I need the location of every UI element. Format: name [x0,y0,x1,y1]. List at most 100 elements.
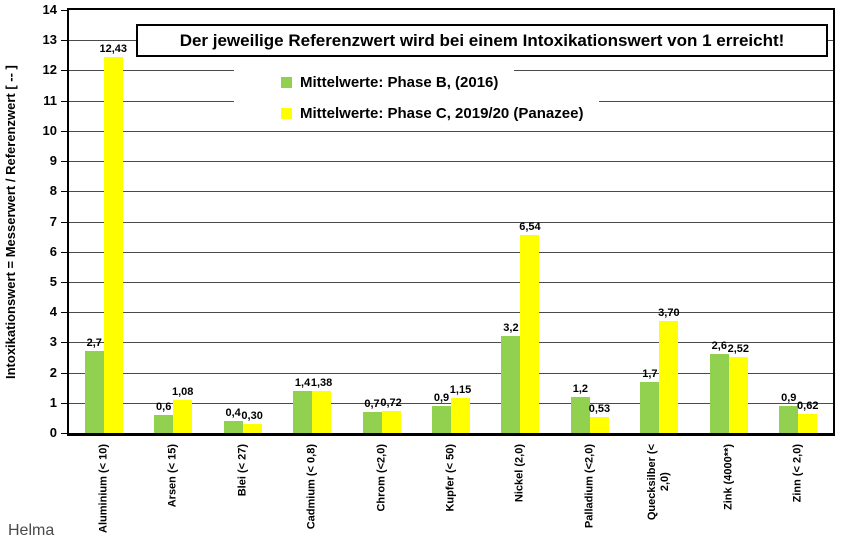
legend: Mittelwerte: Phase B, (2016) Mittelwerte… [234,69,600,131]
bar-label-yellow-2: 0,30 [241,409,263,422]
bar-label-yellow-6: 6,54 [519,221,541,234]
bar-green-1 [154,414,174,433]
bar-label-green-4: 0,7 [364,397,380,410]
x-axis-label-4: Chrom (<2,0) [375,444,388,512]
bar-green-9 [709,354,729,433]
x-axis-label-6: Nickel (2,0) [513,444,526,503]
bar-label-yellow-8: 3,70 [658,307,680,320]
y-tick-10 [61,130,67,132]
y-tick-label-5: 5 [49,273,57,289]
bar-label-green-3: 1,4 [294,376,311,389]
x-axis-label-1: Arsen (< 15) [166,444,179,508]
bar-label-yellow-1: 1,08 [171,386,194,399]
bar-yellow-1 [173,400,193,433]
legend-swatch-green-icon [281,77,292,88]
bar-green-2 [223,420,243,433]
bar-label-green-2: 0,4 [225,406,241,419]
bar-label-yellow-5: 1,15 [449,384,472,397]
x-axis-label-9: Zink (4000**) [722,444,735,511]
x-axis-label-5: Kupfer (< 50) [444,444,457,512]
gridline-y10 [69,130,833,132]
y-tick-label-4: 4 [49,304,57,320]
y-tick-label-12: 12 [42,62,57,78]
bar-green-10 [779,405,799,433]
legend-label-phase-b: Mittelwerte: Phase B, (2016) [300,74,499,91]
bar-green-5 [432,405,451,433]
bar-green-3 [293,390,313,433]
y-tick-12 [61,70,67,72]
bar-label-yellow-9: 2,52 [727,342,750,355]
bar-label-yellow-3: 1,38 [310,377,333,390]
gridline-y3 [69,342,833,344]
y-tick-0 [61,433,67,434]
x-axis-label-2: Blei (< 27) [236,444,249,497]
bar-green-0 [84,351,104,433]
legend-item-phase-c: Mittelwerte: Phase C, 2019/20 (Panazee) [234,100,600,127]
y-tick-13 [61,40,67,42]
bar-label-green-6: 3,2 [503,322,519,335]
y-tick-label-3: 3 [49,334,57,350]
y-tick-label-14: 14 [42,2,57,17]
bar-yellow-2 [242,423,262,433]
bar-yellow-9 [728,356,748,433]
bar-green-8 [640,381,660,433]
gridline-y9 [69,161,833,163]
y-tick-label-2: 2 [49,364,57,380]
credit-helma: Helma [8,522,55,539]
bar-label-green-7: 1,2 [572,382,589,395]
bar-label-green-8: 1,7 [642,367,658,380]
bar-yellow-10 [798,414,818,433]
legend-label-phase-c: Mittelwerte: Phase C, 2019/20 (Panazee) [300,105,584,122]
bar-green-7 [570,396,590,433]
bar-yellow-7 [589,417,609,433]
y-tick-11 [61,100,67,102]
y-tick-label-11: 11 [43,92,57,108]
bar-label-yellow-4: 0,72 [380,397,402,410]
y-tick-6 [61,251,67,253]
x-axis-label-10: Zinn (< 2,0) [791,444,804,503]
gridline-y7 [69,221,833,223]
y-tick-label-1: 1 [49,394,57,410]
bar-yellow-0 [103,57,123,433]
bar-label-green-5: 0,9 [433,391,450,404]
bar-label-yellow-0: 12,43 [99,43,127,56]
chart-title: Der jeweilige Referenzwert wird bei eine… [179,30,785,50]
gridline-y5 [69,281,833,283]
x-axis-label-0: Aluminium (< 10) [97,444,110,533]
y-tick-8 [61,191,67,193]
y-tick-2 [61,372,67,374]
y-tick-label-13: 13 [42,32,57,48]
bar-yellow-4 [381,411,401,433]
y-tick-14 [61,10,67,11]
bar-green-4 [362,411,382,433]
y-tick-label-8: 8 [49,183,57,199]
chart-title-box: Der jeweilige Referenzwert wird bei eine… [136,24,828,57]
y-tick-label-9: 9 [49,153,57,169]
y-tick-9 [61,161,67,163]
y-tick-label-6: 6 [49,243,57,259]
x-axis-label-7: Palladium (<2,0) [583,444,596,529]
bar-green-6 [501,336,521,433]
legend-item-phase-b: Mittelwerte: Phase B, (2016) [234,69,515,96]
bar-label-green-1: 0,6 [156,400,172,413]
x-axis-label-3: Cadmium (< 0,8) [305,444,318,530]
gridline-y8 [69,191,833,193]
bar-label-green-9: 2,6 [711,340,727,353]
y-tick-label-0: 0 [49,425,57,440]
y-tick-4 [61,312,67,314]
y-tick-7 [61,221,67,223]
bar-yellow-3 [312,391,332,433]
gridline-y6 [69,251,833,253]
bar-yellow-8 [659,321,679,433]
y-tick-1 [61,402,67,404]
bar-yellow-6 [520,235,540,433]
bar-yellow-5 [451,398,470,433]
bar-label-yellow-7: 0,53 [588,403,611,415]
y-tick-label-10: 10 [42,122,57,138]
y-tick-label-7: 7 [49,213,57,229]
y-tick-5 [61,281,67,283]
bar-label-green-0: 2,7 [86,337,102,350]
bar-label-green-10: 0,9 [781,391,797,404]
gridline-y2 [69,372,833,374]
